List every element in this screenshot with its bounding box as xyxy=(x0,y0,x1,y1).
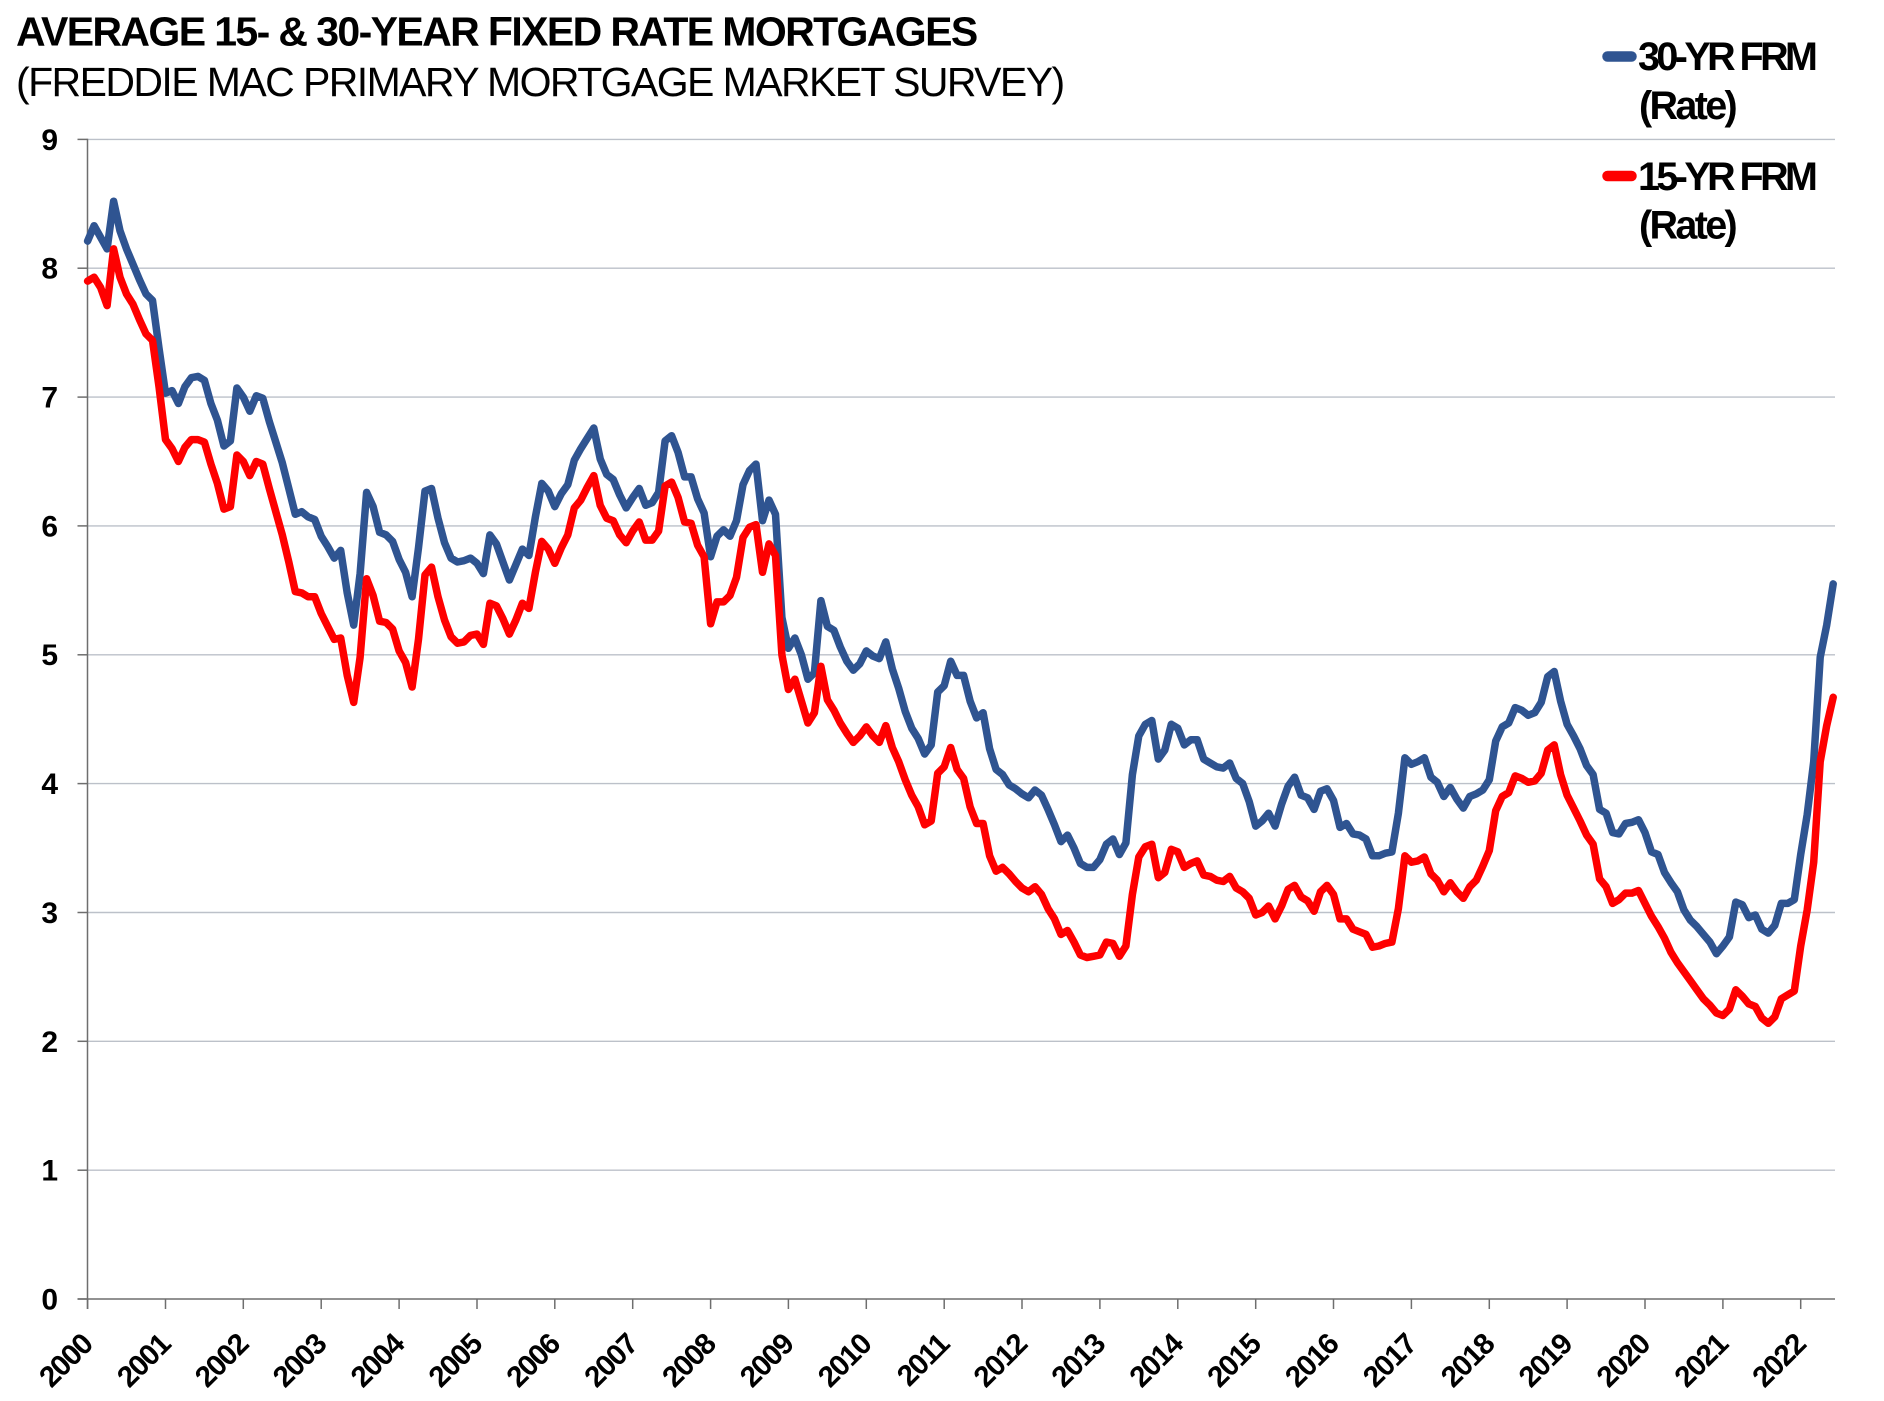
svg-text:30-YR FRM: 30-YR FRM xyxy=(1638,35,1816,79)
svg-text:9: 9 xyxy=(41,124,58,157)
svg-text:15-YR FRM: 15-YR FRM xyxy=(1638,155,1816,199)
svg-text:8: 8 xyxy=(41,253,58,286)
svg-text:4: 4 xyxy=(41,768,58,801)
svg-text:(Rate): (Rate) xyxy=(1639,204,1737,248)
svg-text:7: 7 xyxy=(41,382,58,415)
svg-text:2: 2 xyxy=(41,1026,58,1059)
svg-text:(Rate): (Rate) xyxy=(1639,84,1737,128)
svg-text:6: 6 xyxy=(41,510,58,543)
svg-text:1: 1 xyxy=(41,1155,58,1188)
svg-text:AVERAGE 15- & 30-YEAR FIXED RA: AVERAGE 15- & 30-YEAR FIXED RATE MORTGAG… xyxy=(16,9,977,55)
svg-text:(FREDDIE MAC PRIMARY MORTGAGE: (FREDDIE MAC PRIMARY MORTGAGE MARKET SUR… xyxy=(16,59,1064,105)
svg-text:3: 3 xyxy=(41,897,58,930)
svg-text:0: 0 xyxy=(41,1284,58,1317)
svg-text:5: 5 xyxy=(41,639,58,672)
